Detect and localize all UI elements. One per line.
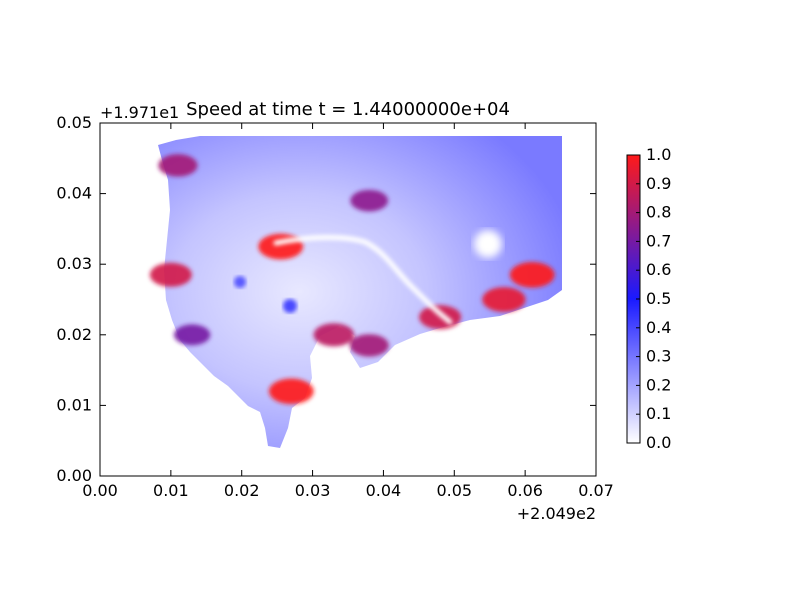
hotspot (158, 154, 198, 177)
eddy (234, 276, 246, 288)
y-tick-label: 0.03 (56, 254, 92, 273)
x-tick-label: 0.02 (224, 481, 260, 500)
x-axis: 0.00 0.01 0.02 0.03 0.04 0.05 0.06 0.07 (82, 123, 614, 500)
hotspot (313, 323, 355, 347)
colorbar-tick-label: 0.2 (646, 375, 671, 394)
x-tick-label: 0.06 (507, 481, 543, 500)
colorbar-tick-label: 0.0 (646, 433, 671, 452)
chart-title: Speed at time t = 1.44000000e+04 (186, 99, 510, 120)
domain-region (158, 136, 562, 448)
hotspot (482, 287, 526, 312)
hotspot (268, 378, 314, 405)
x-tick-label: 0.04 (366, 481, 402, 500)
x-tick-label: 0.00 (82, 481, 118, 500)
y-tick-label: 0.04 (56, 184, 92, 203)
x-tick-label: 0.03 (295, 481, 331, 500)
hotspot (350, 189, 389, 212)
y-tick-label: 0.05 (56, 113, 92, 132)
colorbar-tick-label: 0.6 (646, 260, 671, 279)
colorbar-tick-label: 0.8 (646, 203, 671, 222)
x-offset-label: +2.049e2 (517, 504, 596, 523)
colorbar-tick-label: 0.5 (646, 289, 671, 308)
hotspot (419, 305, 462, 330)
x-tick-label: 0.05 (436, 481, 472, 500)
y-tick-label: 0.02 (56, 325, 92, 344)
plot-frame (99, 122, 597, 477)
colorbar-ticks: 0.0 0.1 0.2 0.3 0.4 0.5 0.6 0.7 0.8 0.9 1.0 (636, 145, 671, 452)
hotspot (173, 324, 211, 346)
eddy (283, 299, 297, 313)
y-tick-label: 0.01 (56, 395, 92, 414)
colorbar-tick-label: 0.1 (646, 404, 671, 423)
hotspot (149, 262, 192, 287)
hotspot-layer (149, 154, 555, 405)
x-tick-label: 0.01 (153, 481, 189, 500)
eddy (474, 230, 502, 258)
colorbar-tick-label: 0.4 (646, 318, 671, 337)
colorbar-tick-label: 0.9 (646, 174, 671, 193)
speed-field (149, 136, 562, 448)
colorbar-tick-label: 1.0 (646, 145, 671, 164)
y-tick-label: 0.00 (56, 466, 92, 485)
y-axis: 0.00 0.01 0.02 0.03 0.04 0.05 (56, 113, 596, 485)
hotspot (349, 334, 389, 357)
colorbar-tick-label: 0.3 (646, 347, 671, 366)
colorbar-tick-label: 0.7 (646, 231, 671, 250)
colorbar: 0.0 0.1 0.2 0.3 0.4 0.5 0.6 0.7 0.8 0.9 1.0 (626, 145, 671, 452)
x-tick-label: 0.07 (578, 481, 614, 500)
current-streak (273, 234, 453, 325)
hotspot (509, 261, 555, 288)
y-offset-label: +1.971e1 (100, 103, 179, 122)
